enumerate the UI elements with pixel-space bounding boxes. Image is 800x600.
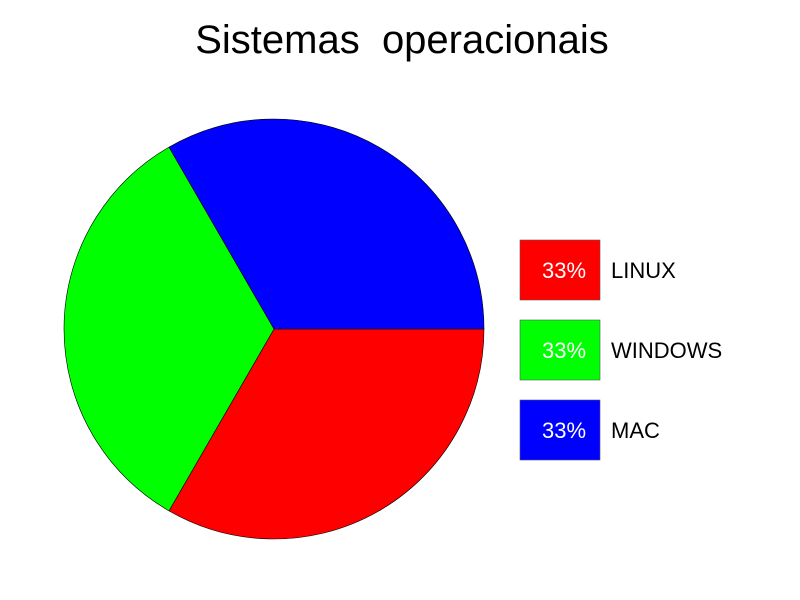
legend-percent-mac: 33% <box>542 418 586 443</box>
chart-title: Sistemas operacionais <box>195 18 609 62</box>
legend-item-windows: 33% WINDOWS <box>519 319 722 381</box>
legend-item-mac: 33% MAC <box>519 399 660 461</box>
pie-slice-windows <box>63 146 275 512</box>
pie-slice-mac <box>168 118 485 330</box>
legend-label-windows: WINDOWS <box>611 338 722 363</box>
legend-swatch-linux <box>519 239 601 301</box>
pie-slices <box>63 118 485 540</box>
legend-label-linux: LINUX <box>611 258 676 283</box>
legend-percent-windows: 33% <box>542 338 586 363</box>
legend-item-linux: 33% LINUX <box>519 239 676 301</box>
legend-percent-linux: 33% <box>542 258 586 283</box>
legend-label-mac: MAC <box>611 418 660 443</box>
pie-slice-linux <box>168 328 485 540</box>
legend-swatch-windows <box>519 319 601 381</box>
legend-swatch-mac <box>519 399 601 461</box>
legend: 33% LINUX 33% WINDOWS 33% MAC <box>519 239 722 461</box>
